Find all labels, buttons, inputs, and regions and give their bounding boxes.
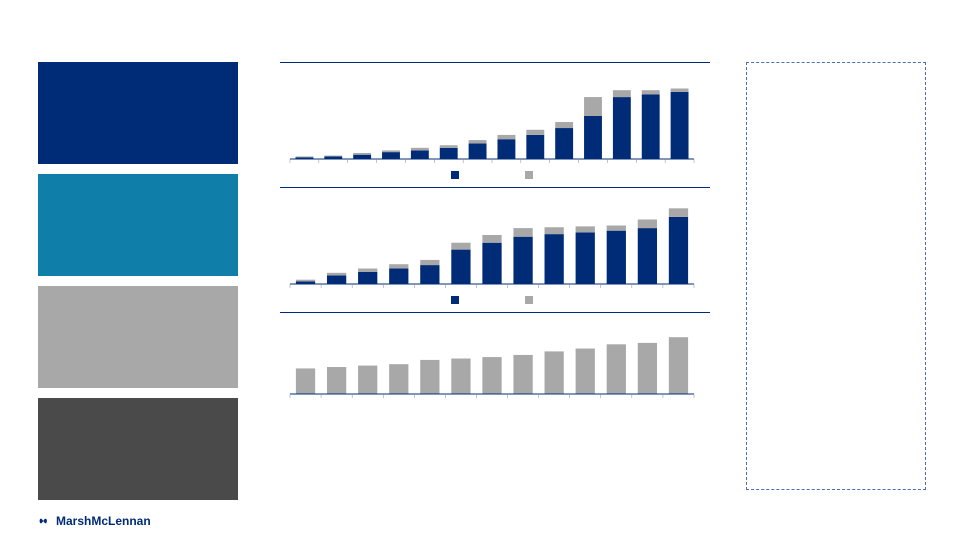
logo-text: MarshMcLennan [56,514,151,528]
chart-3-rule [280,312,710,313]
chart-1-block [280,62,710,179]
swatch-navy [38,62,238,164]
legend-swatch-a [451,296,459,304]
chart-3 [280,317,700,402]
brand-logo: MarshMcLennan [38,514,151,528]
chart-2 [280,192,700,292]
legend-swatch-a [451,171,459,179]
chart-1-legend-a [451,171,465,179]
chart-3-block [280,312,710,402]
legend-swatch-b [525,171,533,179]
swatch-grey [38,286,238,388]
chart-1-rule [280,62,710,63]
chart-2-block [280,187,710,304]
chart-1-legend-b [525,171,539,179]
chart-1-legend [280,171,710,179]
swatch-teal [38,174,238,276]
chart-2-legend-b [525,296,539,304]
color-swatches-column [38,62,238,510]
chart-2-legend-a [451,296,465,304]
chart-2-rule [280,187,710,188]
infinity-icon [38,515,52,527]
charts-column [280,62,710,410]
swatch-charcoal [38,398,238,500]
chart-1 [280,67,700,167]
chart-2-legend [280,296,710,304]
placeholder-panel [746,62,926,490]
legend-swatch-b [525,296,533,304]
logo-bold: Marsh [56,514,91,528]
logo-normal: McLennan [91,514,150,528]
